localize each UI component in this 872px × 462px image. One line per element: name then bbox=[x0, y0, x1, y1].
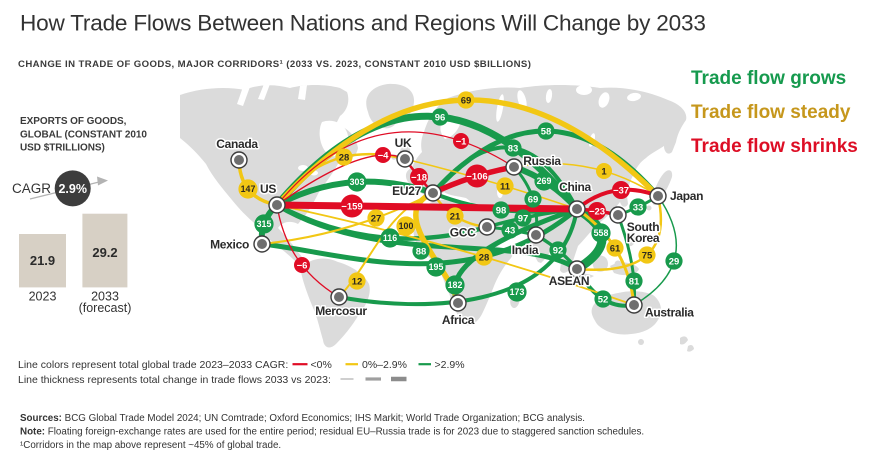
svg-text:75: 75 bbox=[642, 250, 653, 261]
svg-text:−18: −18 bbox=[411, 172, 427, 183]
svg-text:−23: −23 bbox=[589, 206, 605, 217]
svg-text:GCC: GCC bbox=[450, 226, 476, 240]
svg-text:21.9: 21.9 bbox=[30, 253, 55, 268]
svg-text:How Trade Flows Between Nation: How Trade Flows Between Nations and Regi… bbox=[20, 10, 706, 35]
svg-text:58: 58 bbox=[541, 126, 552, 137]
svg-text:(forecast): (forecast) bbox=[79, 301, 132, 315]
svg-text:98: 98 bbox=[496, 205, 507, 216]
svg-text:269: 269 bbox=[537, 176, 552, 186]
svg-text:315: 315 bbox=[257, 219, 272, 229]
svg-text:21: 21 bbox=[450, 211, 461, 222]
svg-text:147: 147 bbox=[241, 184, 256, 194]
svg-text:Trade flow shrinks: Trade flow shrinks bbox=[691, 136, 858, 157]
svg-text:27: 27 bbox=[371, 213, 382, 224]
svg-text:>2.9%: >2.9% bbox=[435, 359, 465, 371]
svg-text:558: 558 bbox=[594, 228, 609, 238]
svg-text:116: 116 bbox=[383, 233, 397, 243]
svg-text:CAGR: CAGR bbox=[12, 181, 51, 196]
svg-text:97: 97 bbox=[518, 213, 529, 224]
svg-text:−1: −1 bbox=[456, 136, 468, 147]
svg-text:<0%: <0% bbox=[311, 359, 332, 371]
svg-text:43: 43 bbox=[505, 225, 516, 236]
svg-text:China: China bbox=[559, 180, 591, 194]
svg-text:−37: −37 bbox=[613, 185, 629, 196]
svg-text:92: 92 bbox=[553, 245, 564, 256]
svg-text:88: 88 bbox=[416, 246, 427, 257]
svg-text:1: 1 bbox=[601, 166, 607, 177]
svg-text:28: 28 bbox=[479, 252, 490, 263]
svg-text:Line colors represent total gl: Line colors represent total global trade… bbox=[18, 359, 288, 371]
svg-text:Canada: Canada bbox=[216, 137, 258, 151]
svg-text:Sources: BCG Global Trade Mode: Sources: BCG Global Trade Model 2024; UN… bbox=[20, 413, 585, 424]
svg-text:29: 29 bbox=[669, 256, 680, 267]
svg-text:303: 303 bbox=[350, 177, 365, 187]
svg-text:0%–2.9%: 0%–2.9% bbox=[362, 359, 407, 371]
svg-text:52: 52 bbox=[598, 294, 609, 305]
svg-text:¹Corridors in the map above re: ¹Corridors in the map above represent ~4… bbox=[20, 440, 281, 451]
svg-text:69: 69 bbox=[528, 194, 539, 205]
svg-text:−4: −4 bbox=[378, 150, 390, 161]
svg-text:Russia: Russia bbox=[523, 154, 561, 168]
svg-text:Trade flow grows: Trade flow grows bbox=[691, 68, 846, 89]
svg-text:61: 61 bbox=[610, 243, 621, 254]
svg-text:29.2: 29.2 bbox=[92, 245, 117, 260]
svg-text:195: 195 bbox=[429, 262, 444, 272]
svg-text:2023: 2023 bbox=[29, 290, 57, 304]
svg-text:83: 83 bbox=[508, 143, 519, 154]
svg-text:28: 28 bbox=[339, 152, 350, 163]
svg-text:69: 69 bbox=[461, 95, 472, 106]
svg-text:Line thickness represents tota: Line thickness represents total change i… bbox=[18, 374, 331, 386]
svg-text:100: 100 bbox=[399, 221, 414, 231]
svg-text:12: 12 bbox=[352, 276, 363, 287]
svg-text:Australia: Australia bbox=[645, 306, 694, 320]
svg-text:−106: −106 bbox=[466, 171, 487, 182]
svg-text:Korea: Korea bbox=[627, 231, 660, 245]
svg-text:Japan: Japan bbox=[670, 189, 703, 203]
svg-text:−159: −159 bbox=[341, 201, 362, 212]
svg-text:UK: UK bbox=[395, 136, 412, 150]
svg-text:Mercosur: Mercosur bbox=[315, 304, 367, 318]
svg-text:182: 182 bbox=[448, 280, 463, 290]
svg-text:2033: 2033 bbox=[91, 290, 119, 304]
svg-text:33: 33 bbox=[633, 202, 644, 213]
svg-text:US: US bbox=[260, 182, 276, 196]
svg-text:Trade flow steady: Trade flow steady bbox=[691, 102, 851, 123]
svg-text:173: 173 bbox=[510, 287, 525, 297]
svg-text:−6: −6 bbox=[297, 260, 308, 271]
svg-text:EU27: EU27 bbox=[392, 184, 421, 198]
svg-text:81: 81 bbox=[629, 276, 640, 287]
svg-text:EXPORTS OF GOODS,: EXPORTS OF GOODS, bbox=[20, 116, 127, 127]
svg-text:2.9%: 2.9% bbox=[58, 182, 87, 196]
svg-text:USD $TRILLIONS): USD $TRILLIONS) bbox=[20, 143, 105, 154]
svg-text:11: 11 bbox=[500, 181, 511, 192]
svg-text:South: South bbox=[627, 220, 660, 234]
svg-text:96: 96 bbox=[435, 112, 446, 123]
svg-text:Note: Floating foreign-exchang: Note: Floating foreign-exchange rates ar… bbox=[20, 427, 644, 438]
svg-text:CHANGE IN TRADE OF GOODS, MAJO: CHANGE IN TRADE OF GOODS, MAJOR CORRIDOR… bbox=[18, 59, 531, 70]
svg-text:Africa: Africa bbox=[442, 313, 475, 327]
svg-text:GLOBAL (CONSTANT 2010: GLOBAL (CONSTANT 2010 bbox=[20, 129, 147, 140]
svg-text:India: India bbox=[512, 243, 539, 257]
svg-text:Mexico: Mexico bbox=[210, 238, 249, 252]
svg-text:ASEAN: ASEAN bbox=[549, 274, 590, 288]
